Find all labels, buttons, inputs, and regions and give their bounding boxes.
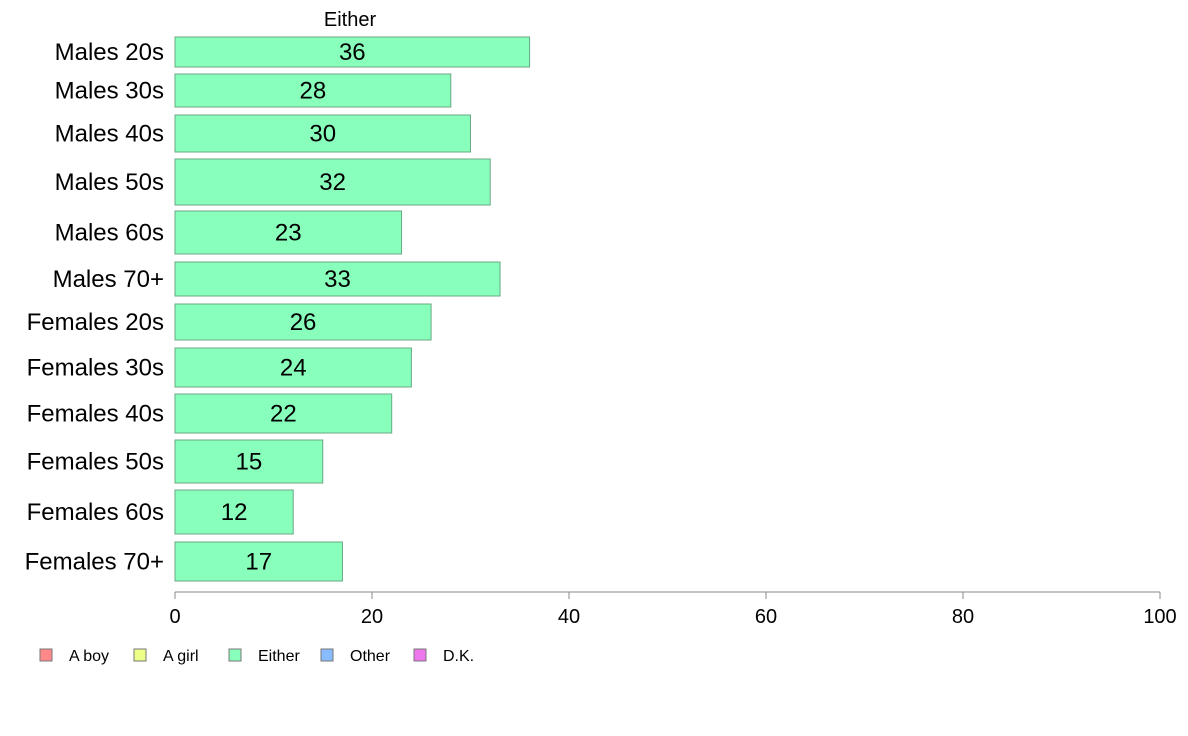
- category-label-females-70plus: Females 70+: [25, 549, 164, 576]
- bar-males-40s: [174, 114, 471, 153]
- category-label-females-40s: Females 40s: [27, 401, 164, 428]
- value-label-males-20s: 36: [339, 39, 366, 66]
- bar-males-70plus: [174, 261, 501, 297]
- legend-label-other: Other: [350, 648, 391, 665]
- bar-females-30s: [174, 347, 412, 388]
- category-label-males-40s: Males 40s: [55, 121, 164, 148]
- category-label-males-50s: Males 50s: [55, 169, 164, 196]
- value-label-females-50s: 15: [236, 449, 263, 476]
- category-label-males-30s: Males 30s: [55, 78, 164, 105]
- category-label-males-20s: Males 20s: [55, 39, 164, 66]
- x-axis: 0 20 40 60 80 100: [169, 591, 1177, 628]
- panel-title: Either: [324, 9, 377, 31]
- x-tick-label-0: 0: [169, 606, 180, 628]
- legend-swatch-either: [228, 648, 242, 662]
- legend-label-either: Either: [258, 648, 300, 665]
- legend-label-d-k: D.K.: [443, 648, 474, 665]
- value-label-females-60s: 12: [221, 499, 248, 526]
- category-label-females-30s: Females 30s: [27, 355, 164, 382]
- category-labels: Males 20s Males 30s Males 40s Males 50s Male…: [25, 39, 164, 576]
- value-label-females-70plus: 17: [245, 549, 272, 576]
- value-label-males-40s: 30: [309, 121, 336, 148]
- legend: A boy A girl Either Other D.K.: [39, 648, 474, 665]
- bar-females-20s: [174, 303, 432, 341]
- category-label-males-70plus: Males 70+: [53, 266, 164, 293]
- bar-males-50s: [174, 158, 491, 206]
- legend-label-a-boy: A boy: [69, 648, 109, 665]
- value-label-males-60s: 23: [275, 220, 302, 247]
- value-label-males-30s: 28: [300, 78, 327, 105]
- legend-swatch-a-boy: [39, 648, 53, 662]
- value-labels: 36 28 30 32 23 33 26 24 22 15 12 17: [221, 39, 366, 576]
- legend-swatch-other: [320, 648, 334, 662]
- x-tick-label-60: 60: [755, 606, 777, 628]
- bar-males-30s: [174, 73, 452, 108]
- bars-group: [174, 36, 531, 582]
- value-label-females-30s: 24: [280, 355, 307, 382]
- value-label-females-20s: 26: [290, 309, 317, 336]
- bar-females-70plus: [174, 541, 343, 582]
- value-label-males-50s: 32: [319, 169, 346, 196]
- bar-males-20s: [174, 36, 531, 68]
- bar-females-60s: [174, 489, 294, 535]
- bar-females-50s: [174, 439, 324, 484]
- category-label-females-20s: Females 20s: [27, 309, 164, 336]
- legend-label-a-girl: A girl: [163, 648, 199, 665]
- category-label-males-60s: Males 60s: [55, 220, 164, 247]
- category-label-females-50s: Females 50s: [27, 449, 164, 476]
- category-label-females-60s: Females 60s: [27, 499, 164, 526]
- x-tick-label-40: 40: [558, 606, 580, 628]
- x-tick-label-20: 20: [361, 606, 383, 628]
- value-label-males-70plus: 33: [324, 266, 351, 293]
- legend-swatch-a-girl: [133, 648, 147, 662]
- bar-males-60s: [174, 210, 403, 255]
- x-tick-label-100: 100: [1143, 606, 1176, 628]
- legend-swatch-d-k: [413, 648, 427, 662]
- bar-females-40s: [174, 393, 393, 434]
- value-label-females-40s: 22: [270, 401, 297, 428]
- x-tick-label-80: 80: [952, 606, 974, 628]
